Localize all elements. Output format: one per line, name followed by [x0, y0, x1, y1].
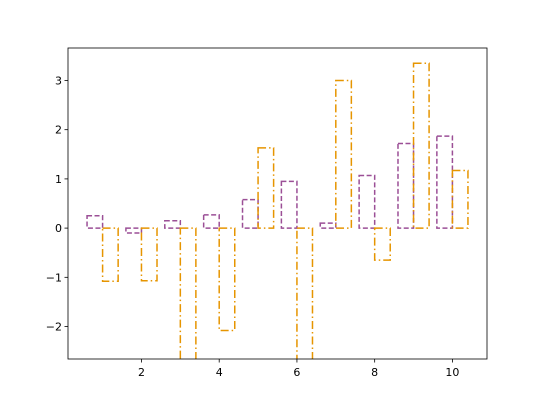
- bar: [125, 227, 143, 234]
- bar: [101, 227, 119, 282]
- y-tick-label: 3: [55, 74, 62, 87]
- bar: [319, 222, 337, 229]
- bar: [164, 219, 182, 229]
- bar: [140, 227, 158, 282]
- bar: [397, 142, 415, 229]
- y-tick-label: 1: [55, 173, 62, 186]
- bar: [241, 198, 259, 229]
- bar: [358, 174, 376, 229]
- bar: [335, 79, 353, 229]
- plot-area: [86, 62, 469, 359]
- bar: [179, 227, 197, 359]
- y-tick-label: −1: [46, 271, 62, 284]
- bar: [412, 62, 430, 229]
- x-tick-label: 2: [138, 366, 145, 379]
- y-tick-label: −2: [46, 321, 62, 334]
- bar: [202, 214, 220, 229]
- bar: [257, 147, 275, 229]
- y-tick-label: 2: [55, 124, 62, 137]
- bar: [86, 215, 104, 229]
- x-tick-label: 8: [371, 366, 378, 379]
- bar: [218, 227, 236, 332]
- x-tick-label: 4: [216, 366, 223, 379]
- bar: [373, 227, 391, 261]
- x-tick-label: 6: [293, 366, 300, 379]
- bar: [296, 227, 314, 359]
- bar: [280, 180, 298, 229]
- bar: [436, 135, 454, 229]
- x-tick-label: 10: [445, 366, 459, 379]
- axes-frame: [67, 47, 488, 360]
- y-tick-label: 0: [55, 222, 62, 235]
- bar: [451, 169, 469, 229]
